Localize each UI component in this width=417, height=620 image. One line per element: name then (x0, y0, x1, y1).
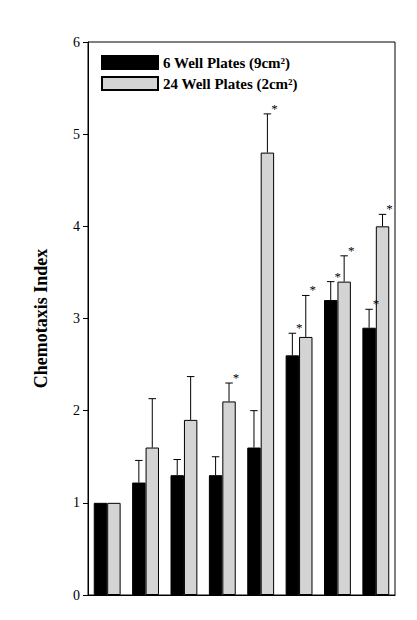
svg-text:*: * (233, 370, 240, 385)
svg-text:Chemotaxis Index: Chemotaxis Index (31, 249, 51, 389)
svg-text:2: 2 (73, 403, 80, 418)
svg-text:*: * (373, 296, 380, 311)
svg-text:*: * (386, 201, 393, 216)
svg-text:*: * (348, 243, 355, 258)
svg-text:0: 0 (73, 588, 80, 603)
svg-text:6: 6 (73, 35, 80, 50)
svg-text:*: * (334, 269, 341, 284)
svg-text:4: 4 (73, 219, 80, 234)
svg-text:24 Well Plates (2cm²): 24 Well Plates (2cm²) (163, 76, 298, 93)
svg-text:5: 5 (73, 127, 80, 142)
svg-text:6 Well Plates (9cm²): 6 Well Plates (9cm²) (163, 55, 290, 72)
svg-text:*: * (296, 320, 303, 335)
svg-text:*: * (271, 101, 278, 116)
svg-text:1: 1 (73, 495, 80, 510)
svg-text:*: * (310, 282, 317, 297)
svg-text:3: 3 (73, 311, 80, 326)
